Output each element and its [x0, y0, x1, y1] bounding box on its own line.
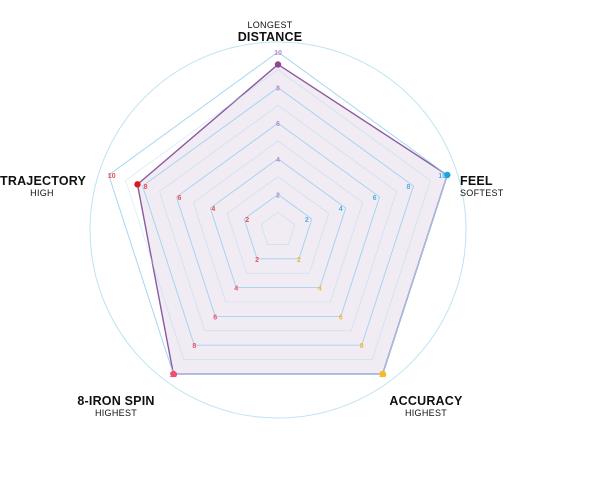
data-point — [379, 370, 386, 378]
tick-label: 6 — [177, 195, 181, 202]
tick-label: 8 — [192, 343, 196, 350]
grid-ring — [243, 193, 313, 260]
axis-label-distance: LONGEST DISTANCE — [218, 20, 322, 45]
axis-name: FEEL — [460, 174, 493, 188]
grid-ring — [142, 87, 414, 346]
outer-circle — [89, 41, 467, 419]
grid-ring — [125, 69, 431, 360]
tick-label: 4 — [339, 206, 343, 213]
axis-name: TRAJECTORY — [0, 174, 87, 188]
tick-label: 2 — [305, 217, 309, 224]
tick-label: 2 — [276, 192, 280, 199]
tick-label: 2 — [245, 217, 249, 224]
tick-label: 8 — [406, 184, 410, 191]
tick-label: 6 — [276, 121, 280, 128]
data-point — [134, 181, 141, 188]
axis-name: DISTANCE — [237, 30, 303, 45]
grid-ring — [193, 140, 363, 303]
data-point — [444, 171, 451, 179]
axis-label-feel: FEEL SOFTEST — [460, 174, 504, 199]
grid-ring — [209, 158, 347, 289]
axis-name: ACCURACY — [389, 394, 463, 408]
grid-ring — [108, 51, 448, 375]
tick-label: 4 — [234, 286, 238, 293]
tick-label: 10 — [274, 50, 282, 57]
grid-ring — [260, 211, 296, 245]
axis-qualifier: HIGHEST — [404, 408, 448, 419]
tick-label: 6 — [339, 314, 343, 321]
axis-qualifier: SOFTEST — [460, 188, 504, 199]
grid-ring — [226, 176, 330, 274]
axis-label-accuracy: ACCURACY HIGHEST — [376, 394, 476, 419]
tick-label: 10 — [108, 173, 116, 180]
tick-label: 6 — [213, 314, 217, 321]
axis-label-trajectory: TRAJECTORY HIGH — [0, 174, 87, 199]
axis-qualifier: HIGH — [30, 188, 54, 199]
grid-ring — [175, 122, 381, 317]
data-point — [170, 370, 177, 378]
tick-label: 8 — [360, 343, 364, 350]
tick-label: 2 — [255, 257, 259, 264]
axis-label-8-iron-spin: 8-IRON SPIN HIGHEST — [62, 394, 170, 419]
tick-label: 4 — [318, 286, 322, 293]
tick-label: 2 — [297, 257, 301, 264]
tick-label: 6 — [373, 195, 377, 202]
tick-label: 4 — [211, 206, 215, 213]
axis-name: 8-IRON SPIN — [77, 394, 155, 408]
tick-label: 8 — [276, 86, 280, 93]
grid-ring — [159, 105, 397, 332]
axis-qualifier: HIGHEST — [94, 408, 138, 419]
data-point — [274, 61, 282, 68]
tick-label: 4 — [276, 157, 280, 164]
tick-label: 10 — [438, 173, 446, 180]
tick-label: 8 — [144, 184, 148, 191]
axis-qualifier: LONGEST — [247, 20, 293, 30]
